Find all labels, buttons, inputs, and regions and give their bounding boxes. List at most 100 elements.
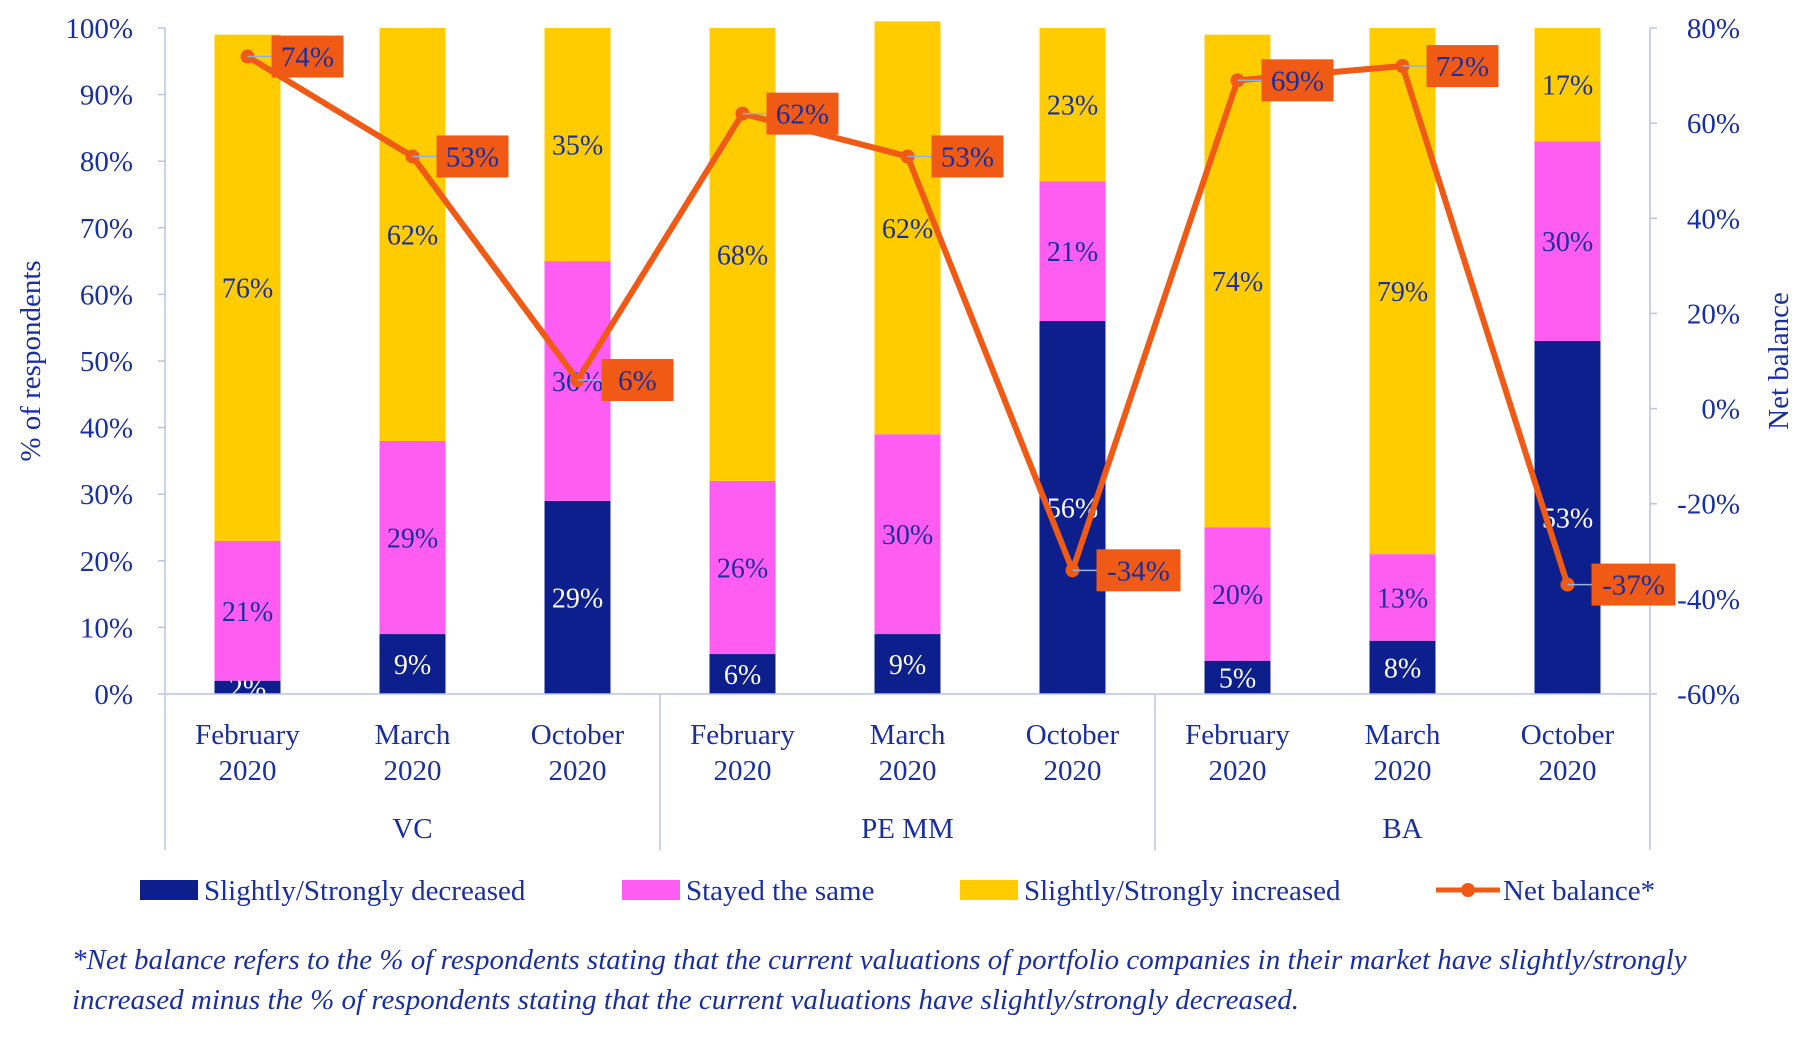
y-right-tick-label: 40% — [1687, 203, 1740, 235]
bar-label-3-1: 76% — [222, 274, 273, 305]
net-balance-label-box — [271, 35, 344, 78]
net-balance-label-box — [931, 135, 1004, 178]
bar-label-1-4: 6% — [724, 660, 761, 691]
bar-segment-2-4 — [709, 480, 776, 655]
net-balance-label-box — [1261, 59, 1334, 102]
bar-label-2-5: 30% — [882, 520, 933, 551]
footnote: *Net balance refers to the % of responde… — [72, 944, 1687, 1016]
x-group-label: PE MM — [861, 813, 954, 845]
bar-segment-1-5 — [874, 634, 941, 694]
axes: 0% 10% 20% 30% 40% 50% 60% 70% 80% 90% 100% -60% -40… — [15, 13, 1795, 850]
y-axis-right-title: Net balance — [1763, 292, 1795, 430]
bar-label-1-7: 5% — [1219, 663, 1256, 694]
bar-label-1-2: 9% — [394, 650, 431, 681]
net-balance-label-box — [1426, 45, 1499, 88]
legend-swatch-1 — [140, 880, 198, 900]
y-left-tick-label: 80% — [80, 146, 133, 178]
y-left-tick-label: 60% — [80, 279, 133, 311]
y-left-tick-label: 100% — [65, 13, 133, 45]
net-balance-label-box — [1096, 549, 1181, 592]
bar-segment-1-8 — [1369, 640, 1436, 694]
bar-label-2-1: 21% — [222, 597, 273, 628]
bar-label-3-8: 79% — [1377, 277, 1428, 308]
bar-label-2-4: 26% — [717, 553, 768, 584]
bar-segment-2-8 — [1369, 554, 1436, 641]
x-category-label: March 2020 — [375, 719, 451, 787]
bar-segment-2-1 — [214, 540, 281, 681]
bar-segment-3-3 — [544, 28, 611, 262]
net-balance-label-box — [1591, 563, 1676, 606]
legend-swatch-3 — [960, 880, 1018, 900]
bar-segment-3-7 — [1204, 34, 1271, 528]
net-balance-label-box — [436, 135, 509, 178]
net-balance-label: 53% — [446, 141, 499, 173]
bar-segment-2-9 — [1534, 141, 1601, 342]
bar-segment-3-6 — [1039, 28, 1106, 182]
net-balance-label: 74% — [281, 42, 334, 74]
bar-label-3-4: 68% — [717, 240, 768, 271]
x-category-label: March 2020 — [1365, 719, 1441, 787]
bar-label-1-3: 29% — [552, 583, 603, 614]
bar-label-3-7: 74% — [1212, 267, 1263, 298]
bar-segment-3-8 — [1369, 28, 1436, 555]
legend-label-3: Slightly/Strongly increased — [1024, 875, 1341, 907]
bar-label-2-2: 29% — [387, 523, 438, 554]
bar-label-2-9: 30% — [1542, 227, 1593, 258]
legend-label-1: Slightly/Strongly decreased — [204, 875, 526, 907]
bar-label-2-8: 13% — [1377, 583, 1428, 614]
y-left-tick-label: 90% — [80, 80, 133, 112]
bar-segment-3-9 — [1534, 28, 1601, 142]
stacked-bars: 2%21%76%9%29%62%29%36%35%6%26%68%9%30%62… — [214, 21, 1601, 704]
x-category-label: October 2020 — [1026, 719, 1120, 787]
legend: Slightly/Strongly decreased Stayed the sa… — [140, 875, 1655, 907]
bar-label-3-3: 35% — [552, 131, 603, 162]
bar-segment-1-3 — [544, 500, 611, 694]
y-right-tick-label: -20% — [1677, 489, 1740, 521]
y-left-tick-label: 0% — [94, 679, 133, 711]
bar-segment-2-2 — [379, 440, 446, 635]
x-category-label: February 2020 — [1185, 719, 1290, 787]
bar-label-1-5: 9% — [889, 650, 926, 681]
x-category-label: October 2020 — [531, 719, 625, 787]
net-balance-label: 69% — [1271, 65, 1324, 97]
bar-segment-3-5 — [874, 21, 941, 435]
x-category-label: March 2020 — [870, 719, 946, 787]
y-left-tick-label: 10% — [80, 612, 133, 644]
bar-segment-3-2 — [379, 28, 446, 441]
x-category-label: February 2020 — [690, 719, 795, 787]
net-balance-label-box — [601, 359, 674, 402]
bar-segment-1-2 — [379, 634, 446, 694]
legend-swatch-marker — [1461, 883, 1475, 897]
legend-label-line: Net balance* — [1503, 875, 1655, 907]
bar-label-3-6: 23% — [1047, 91, 1098, 122]
x-category-label: February 2020 — [195, 719, 300, 787]
bar-label-2-6: 21% — [1047, 237, 1098, 268]
bar-segment-1-7 — [1204, 660, 1271, 694]
bar-segment-2-5 — [874, 434, 941, 635]
bar-segment-3-1 — [214, 34, 281, 541]
bar-segment-1-4 — [709, 654, 776, 694]
y-left-tick-label: 30% — [80, 479, 133, 511]
net-balance-label: 53% — [941, 141, 994, 173]
bar-segment-2-6 — [1039, 181, 1106, 322]
x-category-label: October 2020 — [1521, 719, 1615, 787]
net-balance-label: -37% — [1602, 570, 1665, 602]
bar-label-3-2: 62% — [387, 220, 438, 251]
net-balance-label: 72% — [1436, 51, 1489, 83]
bar-segment-2-7 — [1204, 527, 1271, 661]
y-left-tick-label: 20% — [80, 546, 133, 578]
y-left-tick-label: 40% — [80, 413, 133, 445]
net-balance-label: 62% — [776, 99, 829, 131]
net-balance-label: 6% — [618, 365, 657, 397]
y-right-tick-label: 80% — [1687, 13, 1740, 45]
bar-label-3-9: 17% — [1542, 71, 1593, 102]
y-right-tick-label: -60% — [1677, 679, 1740, 711]
legend-label-2: Stayed the same — [686, 875, 874, 907]
x-group-label: VC — [392, 813, 432, 845]
y-right-tick-label: -40% — [1677, 584, 1740, 616]
x-group-label: BA — [1382, 813, 1422, 845]
y-right-tick-label: 0% — [1701, 394, 1740, 426]
bar-label-1-8: 8% — [1384, 653, 1421, 684]
net-balance-label: -34% — [1107, 555, 1170, 587]
